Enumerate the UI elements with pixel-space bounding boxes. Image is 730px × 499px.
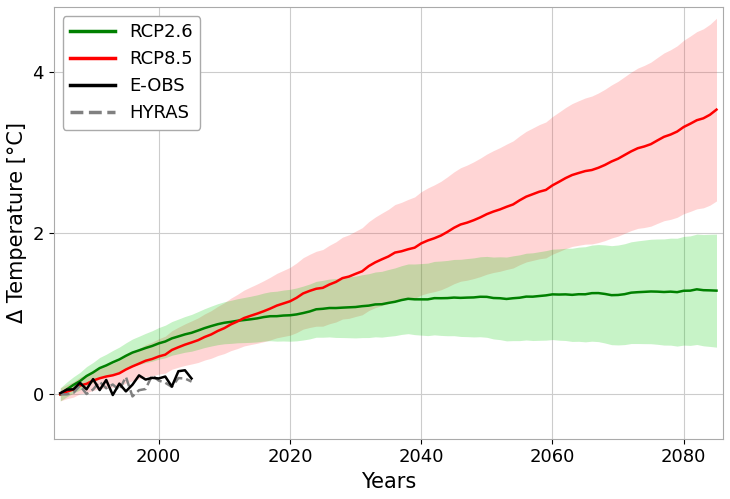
Legend: RCP2.6, RCP8.5, E-OBS, HYRAS: RCP2.6, RCP8.5, E-OBS, HYRAS	[63, 16, 201, 130]
X-axis label: Years: Years	[361, 472, 416, 492]
Y-axis label: Δ Temperature [°C]: Δ Temperature [°C]	[7, 122, 27, 323]
